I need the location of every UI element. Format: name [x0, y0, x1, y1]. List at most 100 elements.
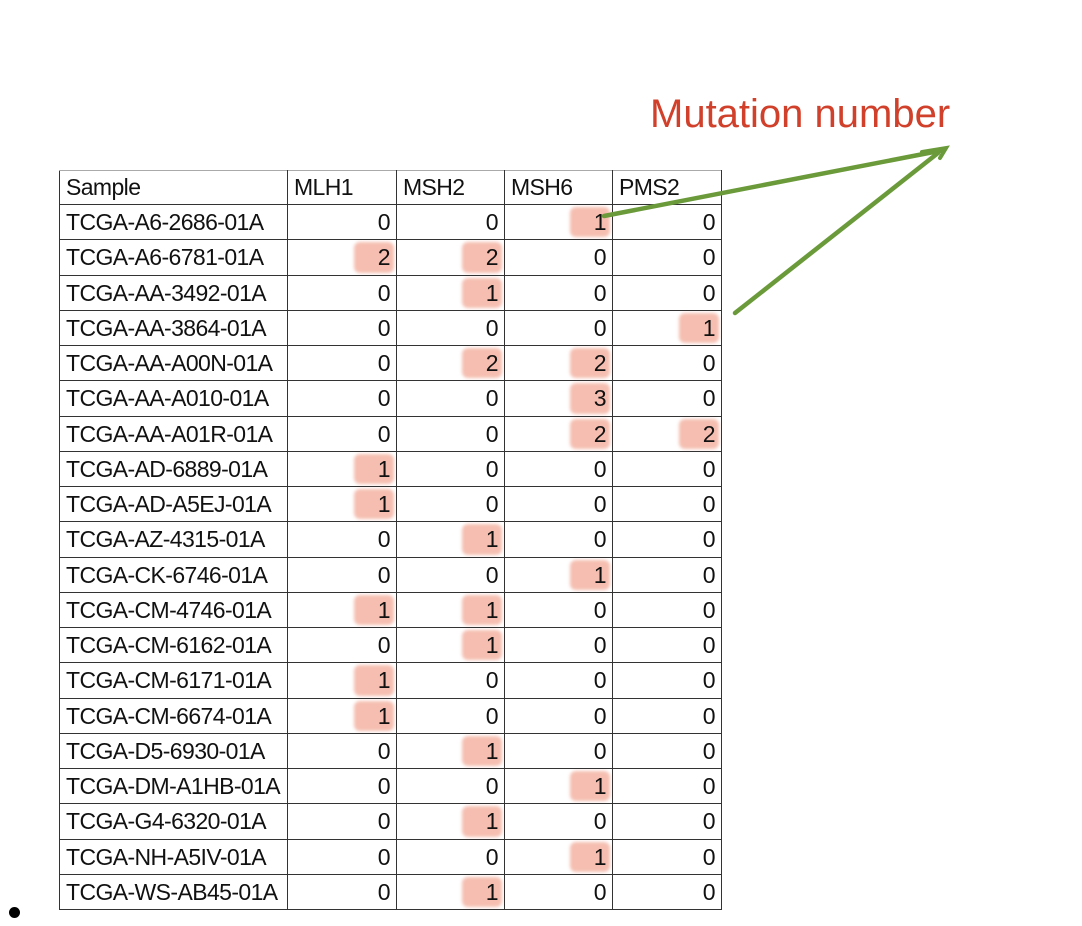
value-cell-msh2: 2: [396, 239, 505, 276]
column-header-msh2: MSH2: [396, 170, 505, 205]
mutation-count: 1: [593, 561, 607, 588]
mutation-count: 0: [593, 632, 607, 659]
value-cell-mlh1: 0: [287, 415, 397, 452]
value-cell-pms2: 0: [612, 873, 722, 911]
mutation-count: 0: [485, 561, 499, 588]
value-cell-msh2: 1: [396, 803, 505, 840]
value-cell-msh2: 1: [396, 274, 505, 311]
mutation-count: 0: [702, 737, 716, 764]
mutation-count: 1: [377, 596, 391, 623]
value-cell-msh2: 0: [396, 415, 505, 452]
highlight-mark: [462, 735, 502, 766]
highlight-mark: [570, 418, 610, 449]
value-cell-msh2: 1: [396, 521, 505, 558]
mutation-count: 0: [485, 385, 499, 412]
value-cell-msh2: 1: [396, 873, 505, 911]
table-row: TCGA-CM-6674-01A 1 0 0 0: [59, 697, 722, 734]
value-cell-mlh1: 1: [287, 450, 397, 488]
value-cell-msh2: 0: [396, 767, 505, 805]
mutation-count: 2: [377, 244, 391, 271]
value-cell-msh2: 0: [396, 485, 505, 523]
mutation-count: 0: [377, 878, 391, 905]
highlight-mark: [570, 383, 610, 414]
value-cell-msh6: 0: [504, 803, 613, 840]
mutation-count: 0: [593, 808, 607, 835]
table-row: TCGA-AA-A010-01A 0 0 3 0: [59, 380, 722, 417]
mutation-count: 0: [702, 843, 716, 870]
mutation-count: 2: [702, 420, 716, 447]
mutation-count: 0: [377, 385, 391, 412]
mutation-count: 0: [377, 773, 391, 800]
mutation-count: 1: [485, 279, 499, 306]
mutation-count: 1: [593, 773, 607, 800]
mutation-count: 1: [485, 808, 499, 835]
value-cell-mlh1: 0: [287, 626, 397, 664]
value-cell-msh6: 2: [504, 415, 613, 452]
value-cell-mlh1: 0: [287, 274, 397, 311]
mutation-count: 1: [485, 526, 499, 553]
value-cell-msh6: 0: [504, 239, 613, 276]
mutation-count: 0: [377, 279, 391, 306]
value-cell-msh2: 0: [396, 309, 505, 347]
bullet-point: [9, 907, 20, 918]
mutation-count: 1: [485, 596, 499, 623]
table-row: TCGA-AA-A01R-01A 0 0 2 2: [59, 415, 722, 452]
table-row: TCGA-CM-6162-01A 0 1 0 0: [59, 626, 722, 664]
value-cell-mlh1: 0: [287, 380, 397, 417]
mutation-count: 1: [485, 737, 499, 764]
value-cell-msh2: 1: [396, 626, 505, 664]
table-header-row: Sample MLH1 MSH2 MSH6 PMS2: [59, 170, 722, 205]
highlight-mark: [462, 242, 502, 273]
value-cell-pms2: 0: [612, 203, 722, 241]
value-cell-mlh1: 1: [287, 697, 397, 734]
mutation-count: 1: [377, 667, 391, 694]
value-cell-mlh1: 0: [287, 803, 397, 840]
sample-cell: TCGA-CM-6674-01A: [59, 697, 288, 734]
mutation-count: 0: [593, 314, 607, 341]
mutation-count: 1: [377, 702, 391, 729]
mutation-count: 1: [593, 843, 607, 870]
highlight-mark: [354, 453, 394, 484]
value-cell-mlh1: 2: [287, 239, 397, 276]
sample-cell: TCGA-AZ-4315-01A: [59, 521, 288, 558]
mutation-count: 0: [485, 702, 499, 729]
sample-cell: TCGA-D5-6930-01A: [59, 732, 288, 770]
mutation-count: 0: [593, 596, 607, 623]
table-row: TCGA-AD-6889-01A 1 0 0 0: [59, 450, 722, 488]
table-row: TCGA-WS-AB45-01A 0 1 0 0: [59, 873, 722, 911]
highlight-mark: [462, 806, 502, 837]
sample-cell: TCGA-DM-A1HB-01A: [59, 767, 288, 805]
mutation-table: Sample MLH1 MSH2 MSH6 PMS2 TCGA-A6-2686-01A 0 0…: [59, 170, 722, 911]
value-cell-mlh1: 1: [287, 591, 397, 629]
value-cell-msh2: 1: [396, 591, 505, 629]
sample-cell: TCGA-A6-2686-01A: [59, 203, 288, 241]
value-cell-pms2: 0: [612, 591, 722, 629]
value-cell-mlh1: 1: [287, 485, 397, 523]
mutation-count: 0: [702, 279, 716, 306]
mutation-count: 0: [702, 350, 716, 377]
table-row: TCGA-AA-A00N-01A 0 2 2 0: [59, 344, 722, 382]
mutation-count: 0: [485, 491, 499, 518]
value-cell-pms2: 0: [612, 274, 722, 311]
highlight-mark: [462, 348, 502, 379]
highlight-mark: [462, 524, 502, 555]
highlight-mark: [462, 594, 502, 625]
table-row: TCGA-AA-3864-01A 0 0 0 1: [59, 309, 722, 347]
table-row: TCGA-DM-A1HB-01A 0 0 1 0: [59, 767, 722, 805]
value-cell-pms2: 0: [612, 767, 722, 805]
value-cell-mlh1: 0: [287, 873, 397, 911]
value-cell-msh6: 0: [504, 626, 613, 664]
mutation-count: 0: [593, 878, 607, 905]
value-cell-msh2: 0: [396, 203, 505, 241]
highlight-mark: [679, 418, 719, 449]
mutation-count: 2: [593, 420, 607, 447]
mutation-count: 0: [377, 350, 391, 377]
arrow-tip: [920, 145, 950, 160]
mutation-count: 0: [702, 596, 716, 623]
value-cell-msh6: 0: [504, 309, 613, 347]
mutation-count: 0: [702, 808, 716, 835]
mutation-count: 0: [593, 244, 607, 271]
mutation-count: 0: [485, 209, 499, 236]
table-row: TCGA-NH-A5IV-01A 0 0 1 0: [59, 838, 722, 875]
value-cell-pms2: 1: [612, 309, 722, 347]
